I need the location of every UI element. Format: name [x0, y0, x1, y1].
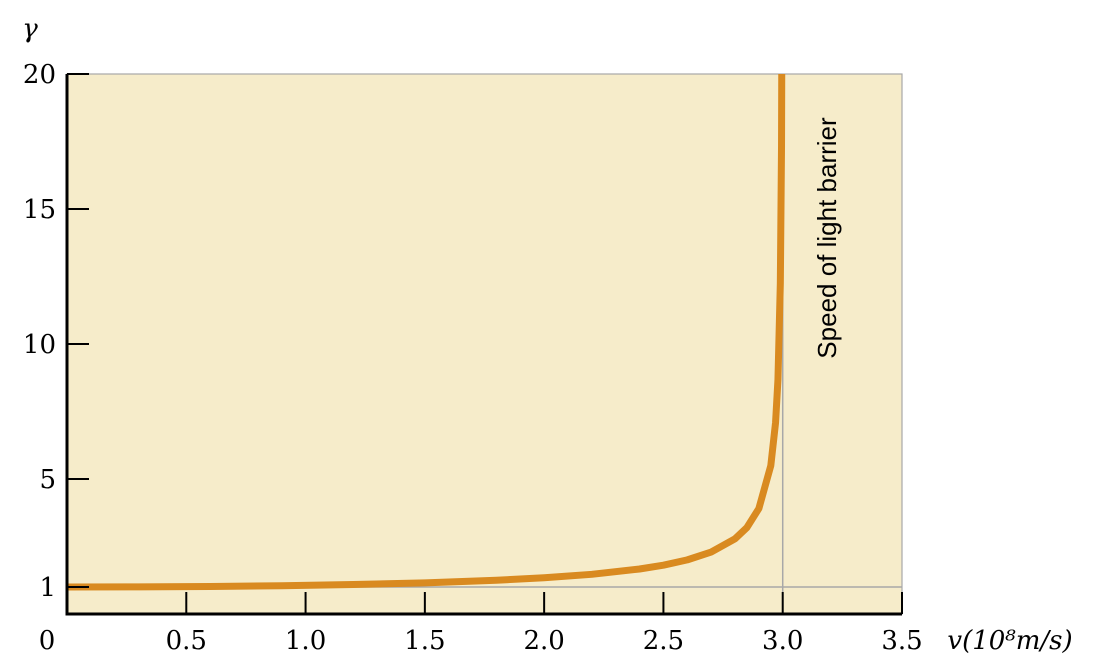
- x-tick-label: 2.0: [523, 626, 564, 656]
- x-tick-label: 2.5: [643, 626, 684, 656]
- y-tick-label: 5: [39, 465, 56, 495]
- y-axis-title: γ: [22, 14, 38, 44]
- y-tick-label: 1: [39, 573, 56, 603]
- x-tick-label: 1.0: [285, 626, 326, 656]
- x-tick-label: 3.5: [881, 626, 922, 656]
- y-tick-label: 10: [23, 330, 56, 360]
- x-tick-label: 0.5: [166, 626, 207, 656]
- x-tick-label: 3.0: [762, 626, 803, 656]
- x-axis-title: v(10⁸m/s): [947, 626, 1072, 656]
- x-tick-label: 0: [39, 626, 56, 656]
- y-tick-label: 15: [23, 195, 56, 225]
- speed-of-light-annotation: Speed of light barrier: [812, 117, 842, 359]
- y-tick-label: 20: [23, 60, 56, 90]
- plot-area: [66, 73, 903, 615]
- x-tick-label: 1.5: [404, 626, 445, 656]
- gamma-curve: [67, 74, 786, 591]
